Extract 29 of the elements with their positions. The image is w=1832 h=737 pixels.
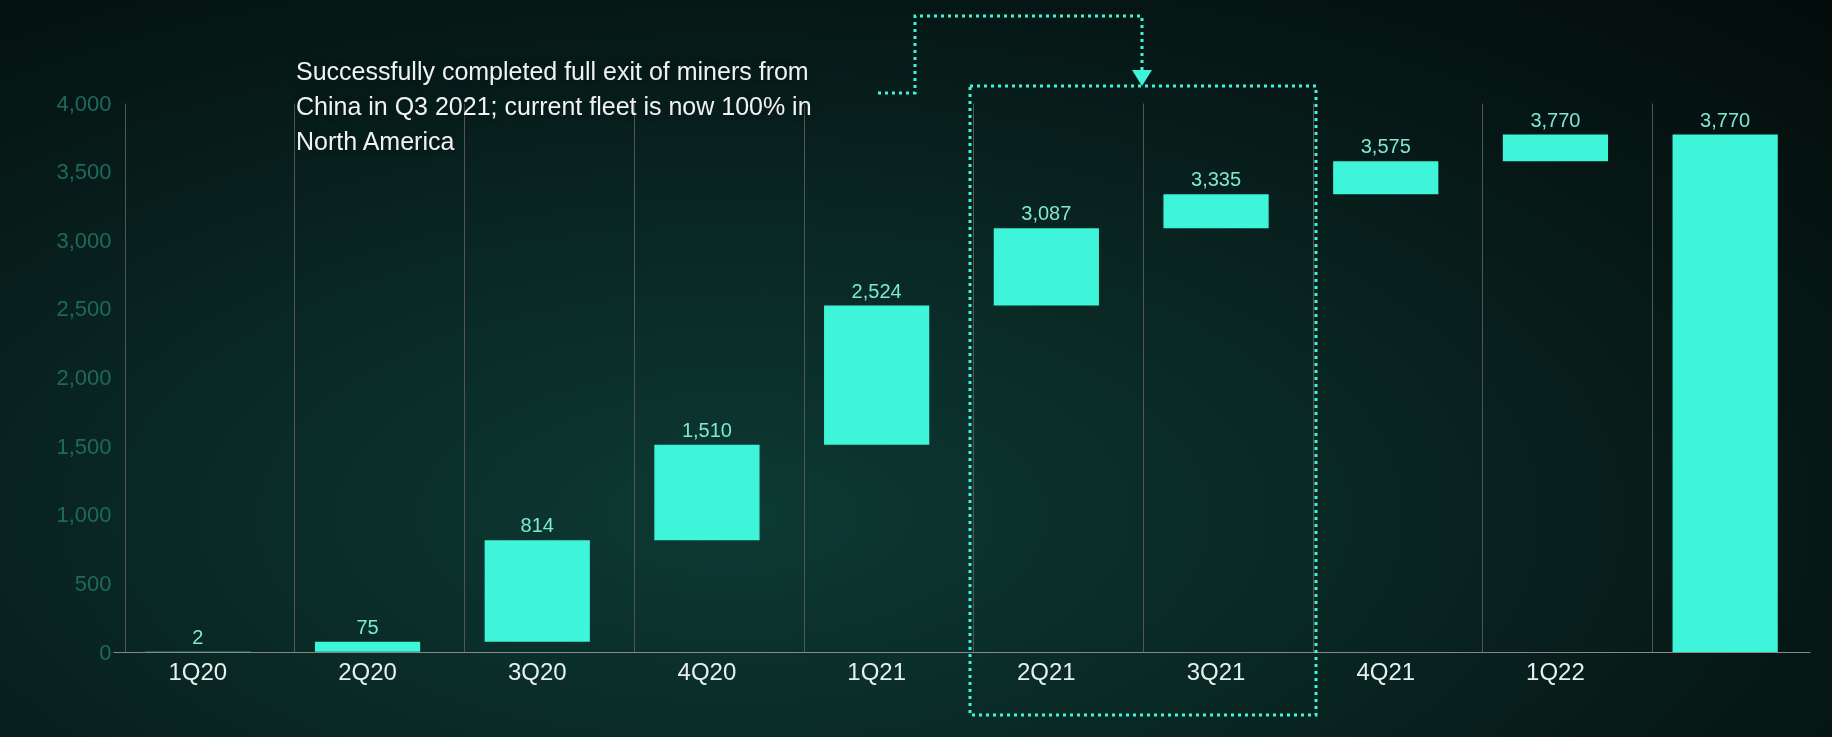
x-tick-label: 1Q20 — [168, 657, 228, 685]
x-tick-label: 4Q21 — [1356, 657, 1416, 685]
y-tick-label: 0 — [99, 639, 112, 665]
data-label: 1,510 — [681, 418, 732, 441]
y-tick-label: 3,000 — [56, 227, 112, 253]
data-label: 814 — [520, 514, 554, 537]
data-label: 2 — [192, 625, 204, 648]
annotation: Successfully completed full exit of miners from China in Q3 2021; current fleet is now 100% in North America — [295, 56, 813, 157]
y-tick-label: 2,000 — [56, 365, 112, 390]
x-tick-label: 3Q20 — [507, 657, 567, 685]
x-tick-label: 1Q21 — [847, 657, 907, 685]
data-label: 3,575 — [1360, 135, 1411, 158]
data-label: 2,524 — [851, 279, 902, 302]
data-label: 75 — [356, 615, 379, 638]
x-tick-label: 4Q20 — [677, 657, 737, 685]
y-tick-label: 4,000 — [56, 90, 112, 116]
data-label: 3,087 — [1021, 202, 1072, 225]
y-tick-label: 2,500 — [56, 296, 112, 322]
x-tick-label: 1Q22 — [1526, 657, 1585, 685]
data-label: 3,335 — [1191, 168, 1242, 191]
y-tick-label: 500 — [74, 570, 112, 596]
data-label: 3,770 — [1700, 108, 1751, 131]
x-tick-label: 2Q20 — [338, 657, 397, 685]
x-tick-label: 3Q21 — [1186, 657, 1246, 685]
data-label: 3,770 — [1530, 108, 1581, 131]
y-tick-label: 1,500 — [56, 433, 112, 459]
y-tick-label: 1,000 — [56, 502, 112, 528]
x-tick-label: 2Q21 — [1016, 657, 1076, 685]
y-tick-label: 3,500 — [56, 159, 112, 185]
